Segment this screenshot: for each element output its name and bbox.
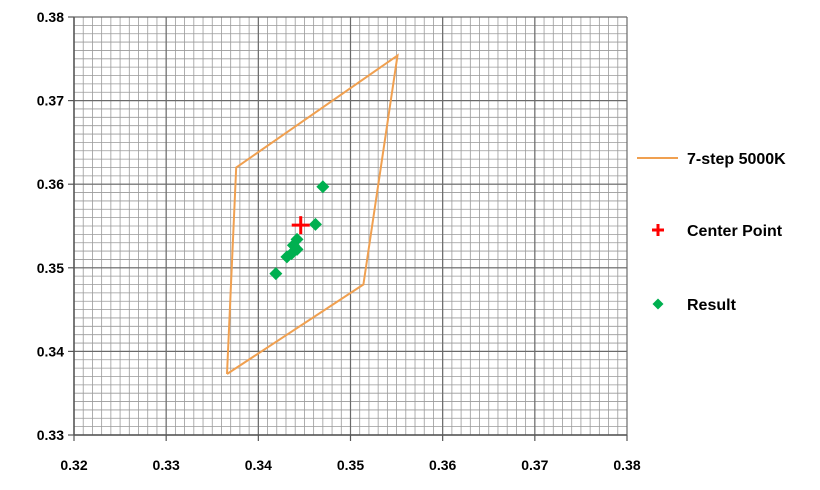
x-tick-label: 0.36: [429, 457, 456, 473]
y-axis-tick-labels: 0.33 0.34 0.35 0.36 0.37 0.38: [37, 9, 64, 443]
legend-label: Result: [687, 297, 737, 314]
result-point: [285, 247, 299, 261]
y-tick-label: 0.35: [37, 260, 64, 276]
y-tick-label: 0.37: [37, 93, 64, 109]
y-tick-label: 0.36: [37, 176, 64, 192]
legend-item: Center Point: [652, 223, 783, 240]
legend: 7-step 5000K Center Point Result: [637, 151, 786, 314]
y-tick-label: 0.34: [37, 343, 64, 359]
x-axis-tick-labels: 0.32 0.33 0.34 0.35 0.36 0.37 0.38: [60, 457, 640, 473]
result-point: [316, 180, 330, 194]
result-point: [280, 250, 294, 264]
x-tick-label: 0.35: [337, 457, 364, 473]
result-point: [269, 267, 283, 281]
legend-label: Center Point: [687, 223, 783, 240]
x-tick-label: 0.37: [521, 457, 548, 473]
x-tick-label: 0.33: [153, 457, 180, 473]
axes: [68, 16, 628, 441]
y-tick-label: 0.38: [37, 9, 64, 25]
plot-series: [226, 53, 399, 375]
result-point: [308, 217, 322, 231]
y-tick-label: 0.33: [37, 427, 64, 443]
legend-item: 7-step 5000K: [637, 151, 786, 168]
legend-diamond-icon: [652, 298, 664, 310]
center-point-marker: [291, 216, 310, 235]
legend-label: 7-step 5000K: [687, 151, 786, 168]
legend-item: Result: [652, 297, 737, 314]
series-line-7-step-5000k: [226, 53, 399, 375]
x-tick-label: 0.38: [613, 457, 640, 473]
x-tick-label: 0.32: [60, 457, 87, 473]
x-tick-label: 0.34: [245, 457, 272, 473]
legend-cross-icon: [652, 224, 664, 236]
